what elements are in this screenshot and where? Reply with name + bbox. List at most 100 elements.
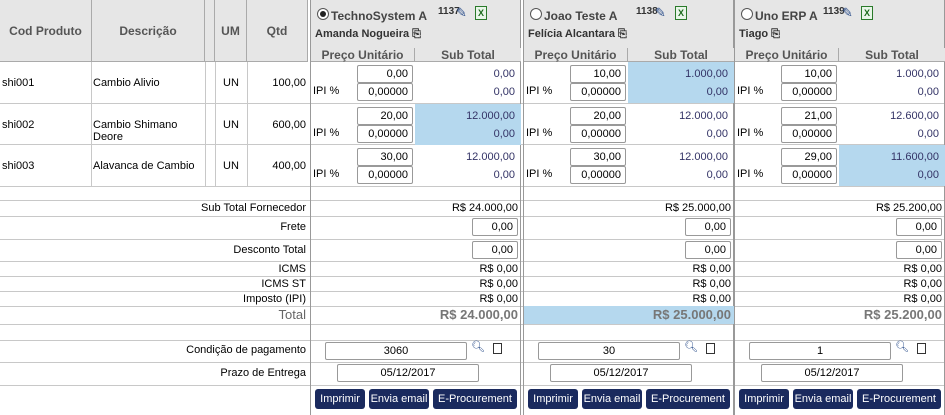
e-procurement-button[interactable]: E-Procurement bbox=[857, 389, 941, 409]
prazo-input[interactable]: 05/12/2017 bbox=[550, 364, 692, 382]
frete-input[interactable]: 0,00 bbox=[896, 218, 942, 236]
row-line bbox=[0, 239, 945, 240]
col-header-preco: Preço Unitário bbox=[524, 48, 628, 62]
frete-input[interactable]: 0,00 bbox=[685, 218, 731, 236]
spreadsheet-icon[interactable]: X bbox=[861, 6, 873, 20]
desconto-input[interactable]: 0,00 bbox=[896, 241, 942, 259]
imprimir-button[interactable]: Imprimir bbox=[739, 389, 789, 409]
product-um: UN bbox=[223, 119, 239, 131]
search-icon[interactable]: 🔍︎ bbox=[684, 341, 698, 353]
label-ipi: Imposto (IPI) bbox=[243, 293, 306, 305]
col-header-subtotal: Sub Total bbox=[628, 48, 734, 62]
row-line bbox=[0, 306, 945, 307]
ipi-total-value: R$ 0,00 bbox=[479, 293, 518, 305]
supplier-contact: Felícia Alcantara ⎘ bbox=[528, 28, 627, 41]
supplier-contact: Tiago ⎘ bbox=[739, 28, 780, 41]
supplier-name: Uno ERP A bbox=[755, 9, 818, 23]
label-icms-st: ICMS ST bbox=[261, 278, 306, 290]
ipi-value: 0,00 bbox=[493, 128, 515, 140]
supplier-sub-total: R$ 25.200,00 bbox=[875, 202, 942, 214]
row-line bbox=[0, 200, 945, 201]
imprimir-button[interactable]: Imprimir bbox=[315, 389, 365, 409]
icms-value: R$ 0,00 bbox=[692, 263, 731, 275]
ipi-input[interactable]: 0,00000 bbox=[357, 125, 413, 143]
imprimir-button[interactable]: Imprimir bbox=[528, 389, 578, 409]
header-cod-produto: Cod Produto bbox=[0, 0, 92, 62]
supplier-select-radio[interactable] bbox=[317, 8, 329, 20]
unit-price-input[interactable]: 30,00 bbox=[570, 148, 626, 166]
condicao-input[interactable]: 3060 bbox=[325, 342, 467, 360]
unit-price-input[interactable]: 10,00 bbox=[570, 65, 626, 83]
ipi-input[interactable]: 0,00000 bbox=[781, 83, 837, 101]
supplier-total: R$ 24.000,00 bbox=[439, 307, 518, 322]
edit-icon[interactable]: ✎ bbox=[456, 5, 467, 20]
envia-email-button[interactable]: Envia email bbox=[369, 389, 429, 409]
ipi-input[interactable]: 0,00000 bbox=[570, 166, 626, 184]
supplier-header: Uno ERP A 1139 ✎ X Tiago ⎘ bbox=[735, 0, 944, 49]
unit-price-input[interactable]: 10,00 bbox=[781, 65, 837, 83]
supplier-column: Uno ERP A 1139 ✎ X Tiago ⎘ Preço Unitário Sub T… bbox=[734, 0, 945, 415]
row-subtotal: 1.000,00 bbox=[685, 68, 728, 80]
product-um: UN bbox=[223, 160, 239, 172]
envia-email-button[interactable]: Envia email bbox=[582, 389, 642, 409]
supplier-number: 1137 bbox=[438, 6, 460, 17]
product-desc: Cambio Shimano Deore bbox=[93, 119, 178, 143]
edit-icon[interactable]: ✎ bbox=[655, 5, 666, 20]
row-line bbox=[0, 324, 945, 325]
frete-input[interactable]: 0,00 bbox=[472, 218, 518, 236]
supplier-number: 1139 bbox=[823, 6, 845, 17]
prazo-input[interactable]: 05/12/2017 bbox=[761, 364, 903, 382]
edit-icon[interactable]: ✎ bbox=[842, 5, 853, 20]
row-subtotal: 12.000,00 bbox=[679, 151, 728, 163]
desconto-input[interactable]: 0,00 bbox=[685, 241, 731, 259]
best-price-highlight bbox=[628, 62, 734, 103]
desconto-input[interactable]: 0,00 bbox=[472, 241, 518, 259]
unit-price-input[interactable]: 29,00 bbox=[781, 148, 837, 166]
ipi-input[interactable]: 0,00000 bbox=[570, 125, 626, 143]
col-header-preco: Preço Unitário bbox=[311, 48, 415, 62]
supplier-select-radio[interactable] bbox=[741, 8, 753, 20]
document-icon[interactable] bbox=[706, 343, 715, 354]
condicao-input[interactable]: 1 bbox=[749, 342, 891, 360]
ipi-label: IPI % bbox=[526, 85, 553, 97]
product-desc: Alavanca de Cambio bbox=[93, 160, 195, 172]
search-icon[interactable]: 🔍︎ bbox=[895, 341, 909, 353]
prazo-input[interactable]: 05/12/2017 bbox=[337, 364, 479, 382]
ipi-input[interactable]: 0,00000 bbox=[570, 83, 626, 101]
spreadsheet-icon[interactable]: X bbox=[675, 6, 687, 20]
row-subtotal: 11.600,00 bbox=[890, 151, 939, 163]
grid-line bbox=[205, 62, 206, 186]
ipi-input[interactable]: 0,00000 bbox=[781, 166, 837, 184]
e-procurement-button[interactable]: E-Procurement bbox=[646, 389, 730, 409]
unit-price-input[interactable]: 20,00 bbox=[357, 107, 413, 125]
spreadsheet-icon[interactable]: X bbox=[475, 6, 487, 20]
header-descricao: Descrição bbox=[92, 0, 205, 62]
attachment-icon[interactable]: ⎘ bbox=[618, 28, 627, 40]
row-line bbox=[0, 103, 945, 104]
unit-price-input[interactable]: 0,00 bbox=[357, 65, 413, 83]
unit-price-input[interactable]: 20,00 bbox=[570, 107, 626, 125]
e-procurement-button[interactable]: E-Procurement bbox=[433, 389, 517, 409]
envia-email-button[interactable]: Envia email bbox=[793, 389, 853, 409]
document-icon[interactable] bbox=[917, 343, 926, 354]
search-icon[interactable]: 🔍︎ bbox=[471, 341, 485, 353]
supplier-header: Joao Teste A 1138 ✎ X Felícia Alcantara ⎘ bbox=[524, 0, 733, 49]
attachment-icon[interactable]: ⎘ bbox=[412, 28, 421, 40]
supplier-sub-total: R$ 25.000,00 bbox=[664, 202, 731, 214]
unit-price-input[interactable]: 30,00 bbox=[357, 148, 413, 166]
condicao-input[interactable]: 30 bbox=[538, 342, 680, 360]
document-icon[interactable] bbox=[493, 343, 502, 354]
row-line bbox=[0, 186, 945, 187]
row-subtotal: 12.000,00 bbox=[466, 151, 515, 163]
ipi-value: 0,00 bbox=[493, 169, 515, 181]
ipi-input[interactable]: 0,00000 bbox=[357, 83, 413, 101]
label-icms: ICMS bbox=[278, 263, 307, 275]
ipi-value: 0,00 bbox=[706, 86, 728, 98]
product-cod: shi002 bbox=[2, 119, 35, 131]
icms-st-value: R$ 0,00 bbox=[692, 278, 731, 290]
ipi-input[interactable]: 0,00000 bbox=[781, 125, 837, 143]
supplier-select-radio[interactable] bbox=[530, 8, 542, 20]
unit-price-input[interactable]: 21,00 bbox=[781, 107, 837, 125]
ipi-input[interactable]: 0,00000 bbox=[357, 166, 413, 184]
attachment-icon[interactable]: ⎘ bbox=[771, 28, 780, 40]
